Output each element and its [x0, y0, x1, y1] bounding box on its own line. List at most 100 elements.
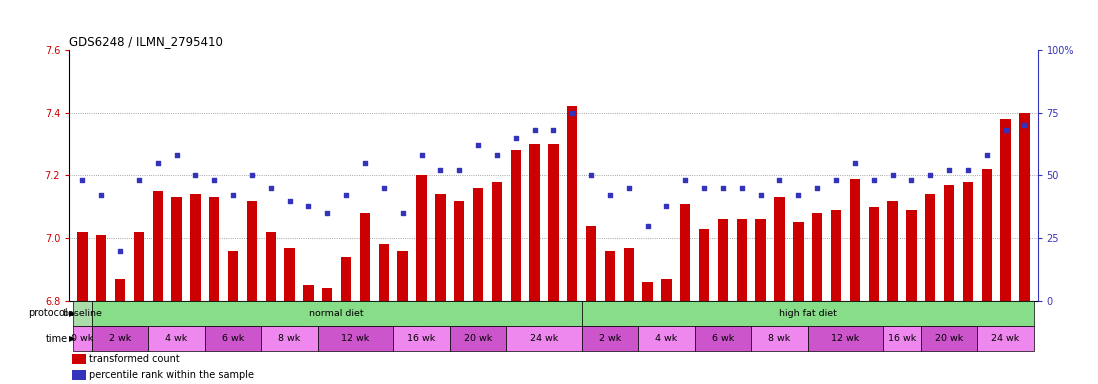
Text: transformed count: transformed count	[89, 354, 180, 364]
Bar	[72, 370, 86, 379]
Point	[582, 172, 600, 179]
Point	[450, 167, 468, 174]
Point	[149, 160, 167, 166]
Point	[432, 167, 449, 174]
Point	[376, 185, 393, 191]
Point	[695, 185, 713, 191]
Point	[337, 192, 355, 199]
Bar	[699, 229, 709, 301]
Bar	[171, 197, 182, 301]
Bar	[624, 248, 634, 301]
Point	[903, 177, 920, 184]
Bar	[303, 285, 314, 301]
Point	[262, 185, 280, 191]
Text: 4 wk: 4 wk	[166, 334, 188, 343]
Bar	[453, 200, 464, 301]
Bar	[850, 179, 860, 301]
Point	[997, 127, 1015, 133]
Point	[130, 177, 147, 184]
Bar	[261, 326, 318, 351]
Bar	[247, 200, 257, 301]
Text: ▶: ▶	[69, 309, 76, 318]
Bar	[869, 207, 878, 301]
Point	[563, 109, 581, 116]
Bar	[228, 251, 238, 301]
Text: baseline: baseline	[63, 309, 102, 318]
Text: 24 wk: 24 wk	[530, 334, 558, 343]
Point	[92, 192, 110, 199]
Text: 8 wk: 8 wk	[769, 334, 791, 343]
Text: 2 wk: 2 wk	[598, 334, 621, 343]
Bar	[680, 204, 691, 301]
Bar	[148, 326, 205, 351]
Text: GDS6248 / ILMN_2795410: GDS6248 / ILMN_2795410	[69, 35, 223, 48]
Bar	[638, 326, 695, 351]
Point	[224, 192, 242, 199]
Bar	[887, 200, 898, 301]
Point	[620, 185, 638, 191]
Bar	[511, 150, 520, 301]
Bar	[72, 326, 92, 351]
Bar	[318, 326, 393, 351]
Bar	[751, 326, 808, 351]
Bar	[379, 245, 389, 301]
Bar	[72, 354, 86, 364]
Text: 12 wk: 12 wk	[831, 334, 860, 343]
Point	[187, 172, 204, 179]
Point	[489, 152, 506, 159]
Point	[1016, 122, 1033, 128]
Point	[469, 142, 486, 148]
Point	[413, 152, 430, 159]
Bar	[92, 326, 148, 351]
Point	[281, 197, 299, 204]
Text: 4 wk: 4 wk	[656, 334, 677, 343]
Bar	[921, 326, 977, 351]
Bar	[586, 226, 596, 301]
Point	[789, 192, 807, 199]
Text: 6 wk: 6 wk	[222, 334, 244, 343]
Bar	[529, 144, 540, 301]
Text: 8 wk: 8 wk	[279, 334, 301, 343]
Bar	[92, 301, 582, 326]
Point	[960, 167, 977, 174]
Point	[827, 177, 844, 184]
Text: high fat diet: high fat diet	[778, 309, 837, 318]
Bar	[793, 222, 804, 301]
Point	[676, 177, 694, 184]
Bar	[808, 326, 883, 351]
Bar	[944, 185, 954, 301]
Point	[865, 177, 883, 184]
Bar	[963, 182, 973, 301]
Bar	[115, 279, 125, 301]
Bar	[397, 251, 407, 301]
Bar	[982, 169, 991, 301]
Text: 12 wk: 12 wk	[341, 334, 370, 343]
Point	[847, 160, 864, 166]
Text: 16 wk: 16 wk	[888, 334, 916, 343]
Point	[168, 152, 186, 159]
Bar	[205, 326, 261, 351]
Point	[940, 167, 957, 174]
Point	[205, 177, 223, 184]
Point	[300, 202, 317, 209]
Point	[884, 172, 901, 179]
Bar	[977, 326, 1034, 351]
Text: percentile rank within the sample: percentile rank within the sample	[89, 370, 254, 380]
Bar	[906, 210, 917, 301]
Bar	[416, 175, 427, 301]
Bar	[718, 219, 728, 301]
Bar	[548, 144, 559, 301]
Text: 20 wk: 20 wk	[463, 334, 492, 343]
Bar	[153, 191, 163, 301]
Text: protocol: protocol	[29, 308, 68, 318]
Bar	[284, 248, 294, 301]
Bar	[450, 326, 506, 351]
Bar	[582, 301, 1034, 326]
Bar	[190, 194, 201, 301]
Bar	[883, 326, 921, 351]
Bar	[582, 326, 638, 351]
Text: 6 wk: 6 wk	[712, 334, 735, 343]
Bar	[393, 326, 450, 351]
Bar	[1019, 113, 1030, 301]
Bar	[341, 257, 351, 301]
